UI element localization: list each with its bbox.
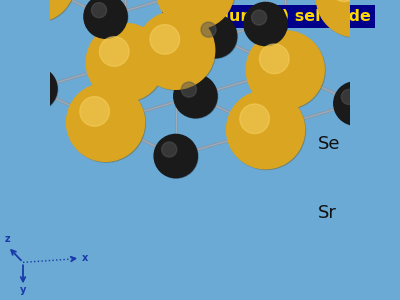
Circle shape bbox=[14, 68, 58, 111]
Circle shape bbox=[244, 2, 287, 46]
Circle shape bbox=[156, 0, 234, 29]
Circle shape bbox=[84, 0, 128, 39]
Circle shape bbox=[14, 67, 57, 110]
Circle shape bbox=[66, 83, 144, 161]
Text: Se: Se bbox=[318, 135, 341, 153]
Circle shape bbox=[100, 37, 129, 66]
Circle shape bbox=[157, 0, 235, 30]
Circle shape bbox=[334, 82, 378, 126]
Circle shape bbox=[0, 0, 75, 23]
Circle shape bbox=[226, 91, 304, 169]
Circle shape bbox=[317, 0, 395, 38]
Circle shape bbox=[194, 14, 237, 58]
Circle shape bbox=[174, 74, 217, 118]
Text: Sr: Sr bbox=[318, 204, 337, 222]
Circle shape bbox=[252, 10, 267, 25]
Text: y: y bbox=[20, 285, 26, 295]
Circle shape bbox=[87, 24, 165, 102]
Circle shape bbox=[240, 104, 270, 134]
Circle shape bbox=[80, 97, 110, 126]
Circle shape bbox=[174, 75, 218, 118]
Circle shape bbox=[155, 135, 198, 178]
Circle shape bbox=[84, 0, 127, 38]
Text: x: x bbox=[82, 253, 88, 263]
Circle shape bbox=[334, 82, 377, 125]
Circle shape bbox=[68, 84, 146, 162]
Text: Strontium (II) selenide: Strontium (II) selenide bbox=[166, 9, 371, 24]
Circle shape bbox=[92, 3, 107, 18]
Circle shape bbox=[138, 12, 216, 90]
Circle shape bbox=[0, 0, 74, 22]
Circle shape bbox=[154, 134, 197, 178]
Circle shape bbox=[246, 31, 324, 109]
Circle shape bbox=[247, 32, 325, 110]
Circle shape bbox=[330, 0, 359, 2]
Circle shape bbox=[181, 82, 196, 97]
Circle shape bbox=[201, 22, 216, 37]
Circle shape bbox=[86, 23, 164, 101]
Circle shape bbox=[260, 44, 289, 74]
Circle shape bbox=[341, 89, 356, 104]
Circle shape bbox=[244, 3, 288, 46]
Circle shape bbox=[316, 0, 394, 37]
Circle shape bbox=[228, 92, 306, 170]
Circle shape bbox=[150, 25, 180, 54]
Circle shape bbox=[137, 11, 215, 89]
Circle shape bbox=[162, 142, 177, 157]
Circle shape bbox=[194, 15, 237, 58]
Circle shape bbox=[21, 75, 36, 90]
Text: z: z bbox=[4, 234, 10, 244]
